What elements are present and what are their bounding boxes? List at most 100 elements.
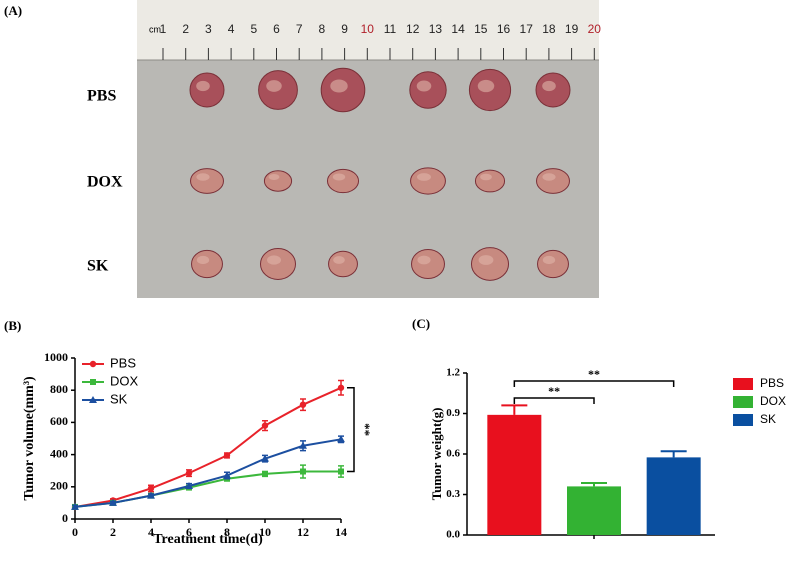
- series-line: [74, 438, 342, 508]
- error-bar: [660, 450, 687, 458]
- y-tick-label: 1000: [44, 350, 68, 364]
- tumor: [536, 168, 570, 194]
- marker: [262, 470, 268, 477]
- legend-label: SK: [760, 412, 776, 426]
- tumor: [259, 248, 297, 280]
- x-tick-label: 0: [72, 525, 78, 539]
- panel-label: (B): [4, 318, 21, 333]
- y-tick-label: 0.0: [446, 529, 460, 541]
- y-tick-label: 400: [50, 446, 68, 460]
- tumor: [326, 168, 360, 194]
- marker: [109, 498, 117, 506]
- tumor-highlight: [417, 173, 431, 181]
- marker: [261, 454, 269, 462]
- tumor-highlight: [332, 173, 346, 181]
- y-tick-label: 600: [50, 414, 68, 428]
- y-tick-label: 1.2: [446, 367, 460, 379]
- legend-label: PBS: [760, 376, 784, 390]
- x-tick-label: 10: [259, 525, 271, 539]
- ruler-number: 10: [361, 22, 375, 36]
- legend-label: DOX: [110, 373, 139, 388]
- tumor: [537, 249, 569, 279]
- y-axis-label: Tumor weight(g): [429, 408, 444, 501]
- y-tick-label: 0: [62, 511, 68, 525]
- legend-swatch: [733, 396, 753, 408]
- panel-label: (A): [4, 3, 22, 18]
- ruler-number: 3: [205, 22, 212, 36]
- annotation: **: [358, 423, 373, 436]
- tumor-highlight: [196, 80, 210, 92]
- y-tick-label: 0.6: [446, 448, 460, 460]
- panel-label: (C): [412, 316, 430, 331]
- marker: [338, 468, 344, 475]
- ruler: [137, 0, 599, 60]
- tumor-highlight: [477, 79, 495, 93]
- error-bar: [501, 404, 528, 415]
- marker: [89, 360, 97, 368]
- x-tick-label: 4: [148, 525, 154, 539]
- group-label: PBS: [87, 88, 116, 105]
- tumor: [410, 167, 446, 195]
- bar: [567, 486, 621, 535]
- ruler-number: 11: [384, 22, 397, 36]
- tumor-highlight: [266, 80, 282, 92]
- tumor: [190, 168, 224, 194]
- ruler-number: 15: [474, 22, 488, 36]
- marker: [185, 481, 193, 489]
- ruler-number: 14: [451, 22, 465, 36]
- ruler-number: 8: [319, 22, 326, 36]
- marker: [299, 441, 307, 449]
- ruler-number: 1: [160, 22, 167, 36]
- tumor: [474, 169, 506, 193]
- marker: [185, 469, 193, 477]
- marker: [261, 422, 269, 429]
- tumor-highlight: [196, 255, 210, 265]
- y-tick-label: 200: [50, 479, 68, 493]
- tumor-highlight: [416, 80, 432, 92]
- bar: [646, 457, 701, 535]
- ruler-number: 4: [228, 22, 235, 36]
- marker: [71, 502, 79, 510]
- ruler-number: 12: [406, 22, 420, 36]
- group-label: DOX: [87, 174, 123, 191]
- tumor-highlight: [268, 173, 280, 181]
- ruler-number: 2: [182, 22, 189, 36]
- legend-swatch: [733, 378, 753, 390]
- marker: [223, 471, 231, 479]
- marker: [299, 401, 307, 408]
- ruler-number: 16: [497, 22, 511, 36]
- bar: [487, 414, 542, 535]
- legend-label: PBS: [110, 355, 136, 370]
- marker: [90, 379, 96, 385]
- error-bar: [581, 482, 607, 487]
- significance-bracket: [513, 397, 595, 404]
- tumor-highlight: [480, 173, 492, 181]
- ruler-number: 6: [273, 22, 280, 36]
- x-tick-label: 12: [297, 525, 309, 539]
- tumor-highlight: [330, 79, 348, 93]
- x-tick-label: 8: [224, 525, 230, 539]
- tumor: [263, 170, 293, 192]
- marker: [300, 468, 306, 475]
- tumor: [191, 249, 223, 279]
- legend-label: SK: [110, 391, 128, 406]
- ruler-number: 13: [429, 22, 443, 36]
- x-axis-label: Treatment time(d): [153, 532, 263, 547]
- y-tick-label: 0.3: [446, 488, 460, 500]
- ruler-unit: cm: [149, 24, 161, 34]
- tumor-highlight: [478, 255, 494, 265]
- legend-label: DOX: [760, 394, 786, 408]
- marker: [147, 491, 155, 499]
- annotation: **: [548, 384, 560, 398]
- x-tick-label: 2: [110, 525, 116, 539]
- tumor-highlight: [542, 80, 556, 92]
- significance-bracket: [347, 387, 355, 473]
- tumor-highlight: [333, 256, 345, 264]
- ruler-number: 17: [520, 22, 534, 36]
- x-tick-label: 14: [335, 525, 347, 539]
- ruler-number: 18: [542, 22, 556, 36]
- y-tick-label: 800: [50, 382, 68, 396]
- marker: [89, 396, 97, 403]
- group-label: SK: [87, 258, 109, 275]
